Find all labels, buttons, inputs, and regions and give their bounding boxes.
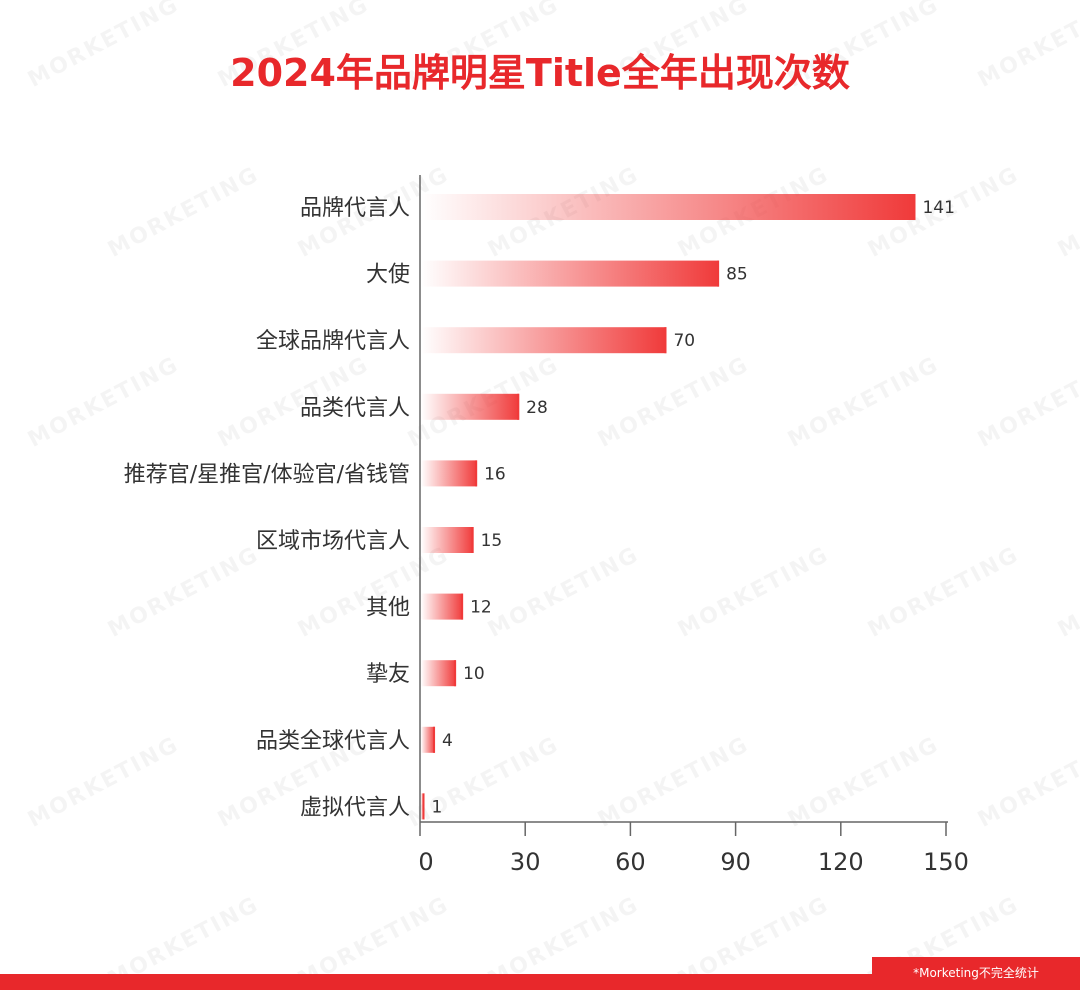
category-label-2: 全球品牌代言人 xyxy=(256,329,410,354)
bar-end-9 xyxy=(422,793,425,820)
bar-end-5 xyxy=(471,527,474,553)
value-label-9: 1 xyxy=(432,797,443,817)
value-label-4: 16 xyxy=(484,464,506,484)
bar-end-8 xyxy=(433,726,436,753)
value-label-1: 85 xyxy=(726,265,748,285)
chart-title: 2024年品牌明星Title全年出现次数 xyxy=(230,51,850,95)
x-tick-label-1: 30 xyxy=(510,848,541,876)
category-label-1: 大使 xyxy=(366,263,410,288)
bar-6 xyxy=(421,593,464,620)
bar-end-7 xyxy=(454,660,457,687)
value-label-0: 141 xyxy=(922,198,954,218)
value-label-8: 4 xyxy=(442,731,453,751)
category-label-6: 其他 xyxy=(366,596,410,621)
x-tick-label-4: 120 xyxy=(818,848,864,876)
axes-group: 0 30 60 90 120 150 xyxy=(418,175,969,876)
category-label-3: 品类代言人 xyxy=(300,396,410,421)
x-tick-label-3: 90 xyxy=(720,848,751,876)
bar-5 xyxy=(421,527,474,553)
bar-end-4 xyxy=(475,460,478,487)
footnote: *Morketing不完全统计 xyxy=(872,957,1080,990)
bar-end-1 xyxy=(717,260,720,287)
bar-7 xyxy=(421,660,457,687)
bar-8 xyxy=(421,726,436,753)
bar-end-3 xyxy=(517,393,520,420)
category-label-7: 挚友 xyxy=(366,662,410,687)
bar-4 xyxy=(421,460,478,487)
bar-group: 品牌代言人 141 大使 85 全球品牌代言人 70 品类代言人 28 推荐官/星推官/体验官/… xyxy=(124,194,955,820)
bar-end-2 xyxy=(664,327,667,354)
category-label-8: 品类全球代言人 xyxy=(256,729,410,754)
value-label-5: 15 xyxy=(481,531,503,551)
x-tick-label-5: 150 xyxy=(923,848,969,876)
value-label-7: 10 xyxy=(463,664,485,684)
bar-end-0 xyxy=(913,194,916,220)
x-tick-label-0: 0 xyxy=(418,848,433,876)
bar-3 xyxy=(421,393,520,420)
category-label-0: 品牌代言人 xyxy=(300,196,410,221)
bar-2 xyxy=(421,327,667,354)
value-label-2: 70 xyxy=(673,331,695,351)
bar-end-6 xyxy=(461,593,464,620)
category-label-4: 推荐官/星推官/体验官/省钱管 xyxy=(124,462,410,487)
value-label-3: 28 xyxy=(526,398,548,418)
category-label-9: 虚拟代言人 xyxy=(300,795,410,820)
bar-1 xyxy=(421,260,720,287)
category-label-5: 区域市场代言人 xyxy=(256,529,410,554)
footer-bar xyxy=(0,974,1080,990)
bar-0 xyxy=(421,194,916,220)
x-tick-label-2: 60 xyxy=(615,848,646,876)
value-label-6: 12 xyxy=(470,598,492,618)
